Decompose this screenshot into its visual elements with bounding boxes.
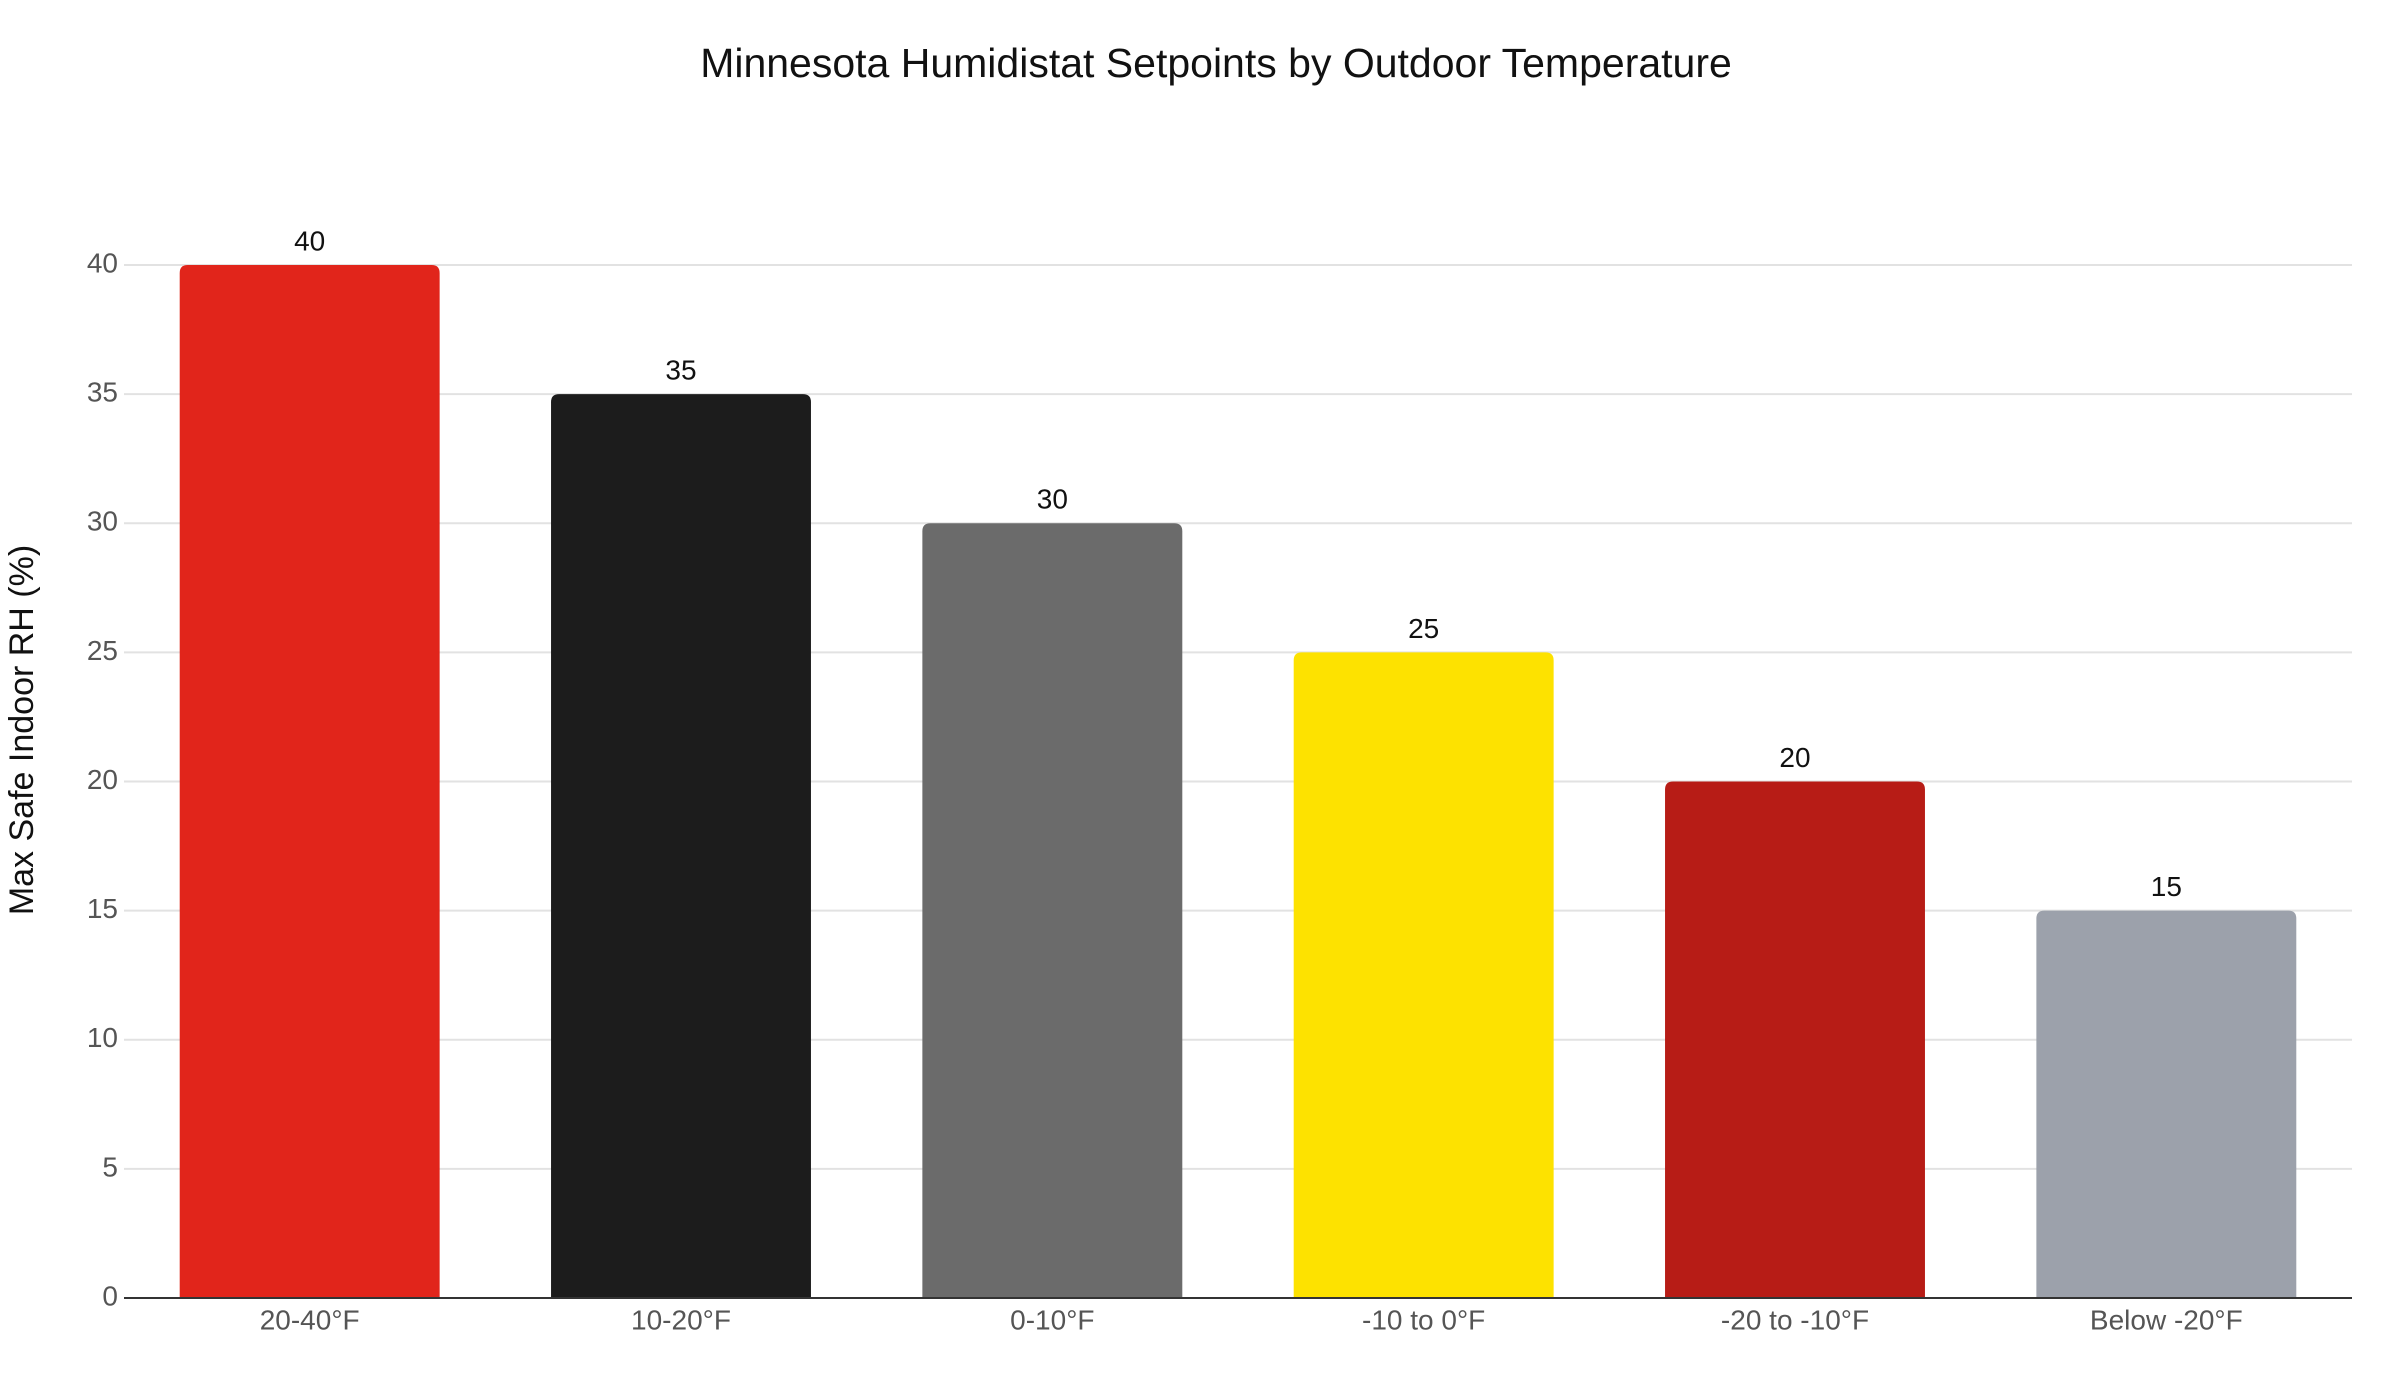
y-tick-label: 5 xyxy=(102,1151,118,1182)
y-tick-label: 0 xyxy=(102,1280,118,1311)
data-label: 25 xyxy=(1408,613,1439,644)
bar xyxy=(1665,781,1925,1298)
y-tick-label: 20 xyxy=(87,764,118,795)
bar xyxy=(2036,910,2297,1298)
x-tick-label: -20 to -10°F xyxy=(1721,1304,1869,1335)
x-tick-label: 20-40°F xyxy=(260,1304,360,1335)
data-label: 35 xyxy=(665,355,696,386)
bar xyxy=(922,523,1183,1298)
bar xyxy=(551,394,811,1298)
chart-title: Minnesota Humidistat Setpoints by Outdoo… xyxy=(700,40,1732,86)
x-tick-label: Below -20°F xyxy=(2090,1304,2243,1335)
y-axis-title: Max Safe Indoor RH (%) xyxy=(3,545,41,915)
data-label: 30 xyxy=(1037,484,1068,515)
x-tick-label: 0-10°F xyxy=(1010,1304,1094,1335)
y-tick-label: 15 xyxy=(87,893,118,924)
bar xyxy=(179,265,440,1298)
y-tick-label: 40 xyxy=(87,247,118,278)
data-label: 20 xyxy=(1779,742,1810,773)
data-label: 40 xyxy=(294,225,325,256)
y-tick-label: 30 xyxy=(87,506,118,537)
x-tick-label: -10 to 0°F xyxy=(1362,1304,1485,1335)
y-tick-label: 35 xyxy=(87,377,118,408)
data-label: 15 xyxy=(2151,871,2182,902)
bar xyxy=(1293,652,1554,1298)
y-tick-label: 25 xyxy=(87,635,118,666)
y-tick-label: 10 xyxy=(87,1022,118,1053)
x-tick-label: 10-20°F xyxy=(631,1304,731,1335)
